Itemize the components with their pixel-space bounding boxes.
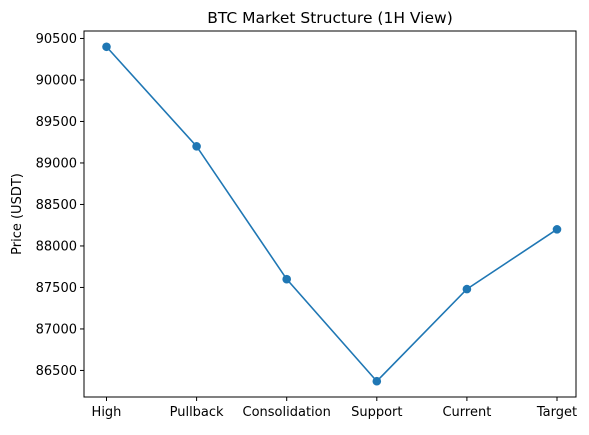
x-tick-label: Consolidation [243,405,331,420]
x-tick-label: Target [536,405,577,420]
y-tick-label: 89500 [36,115,77,130]
chart-title: BTC Market Structure (1H View) [207,9,453,27]
y-tick-label: 88500 [36,198,77,213]
series-line [105,46,558,383]
y-tick-label: 90000 [36,73,77,88]
y-tick-label: 89000 [36,156,77,171]
y-tick-label: 87000 [36,322,77,337]
data-point [372,376,382,386]
x-tick-label: Support [351,405,402,420]
series-group [102,42,562,386]
data-point [102,42,111,52]
x-tick-label: Pullback [170,405,224,420]
y-tick-label: 86500 [36,364,77,379]
y-tick-label: 87500 [36,281,77,296]
plot-frame [83,30,577,398]
data-point [282,274,292,284]
x-axis-ticks: High Pullback Consolidation Support Current T… [92,397,577,420]
data-point [462,284,472,294]
data-point [192,142,201,151]
y-tick-label: 88000 [36,239,77,254]
x-tick-label: High [92,405,122,420]
x-tick-label: Current [442,405,491,420]
y-axis-ticks: 86500 87000 87500 88000 88500 89000 89500 90000… [36,32,84,379]
y-tick-label: 90500 [36,32,77,47]
y-axis-label: Price (USDT) [10,173,25,255]
data-point [552,225,562,234]
